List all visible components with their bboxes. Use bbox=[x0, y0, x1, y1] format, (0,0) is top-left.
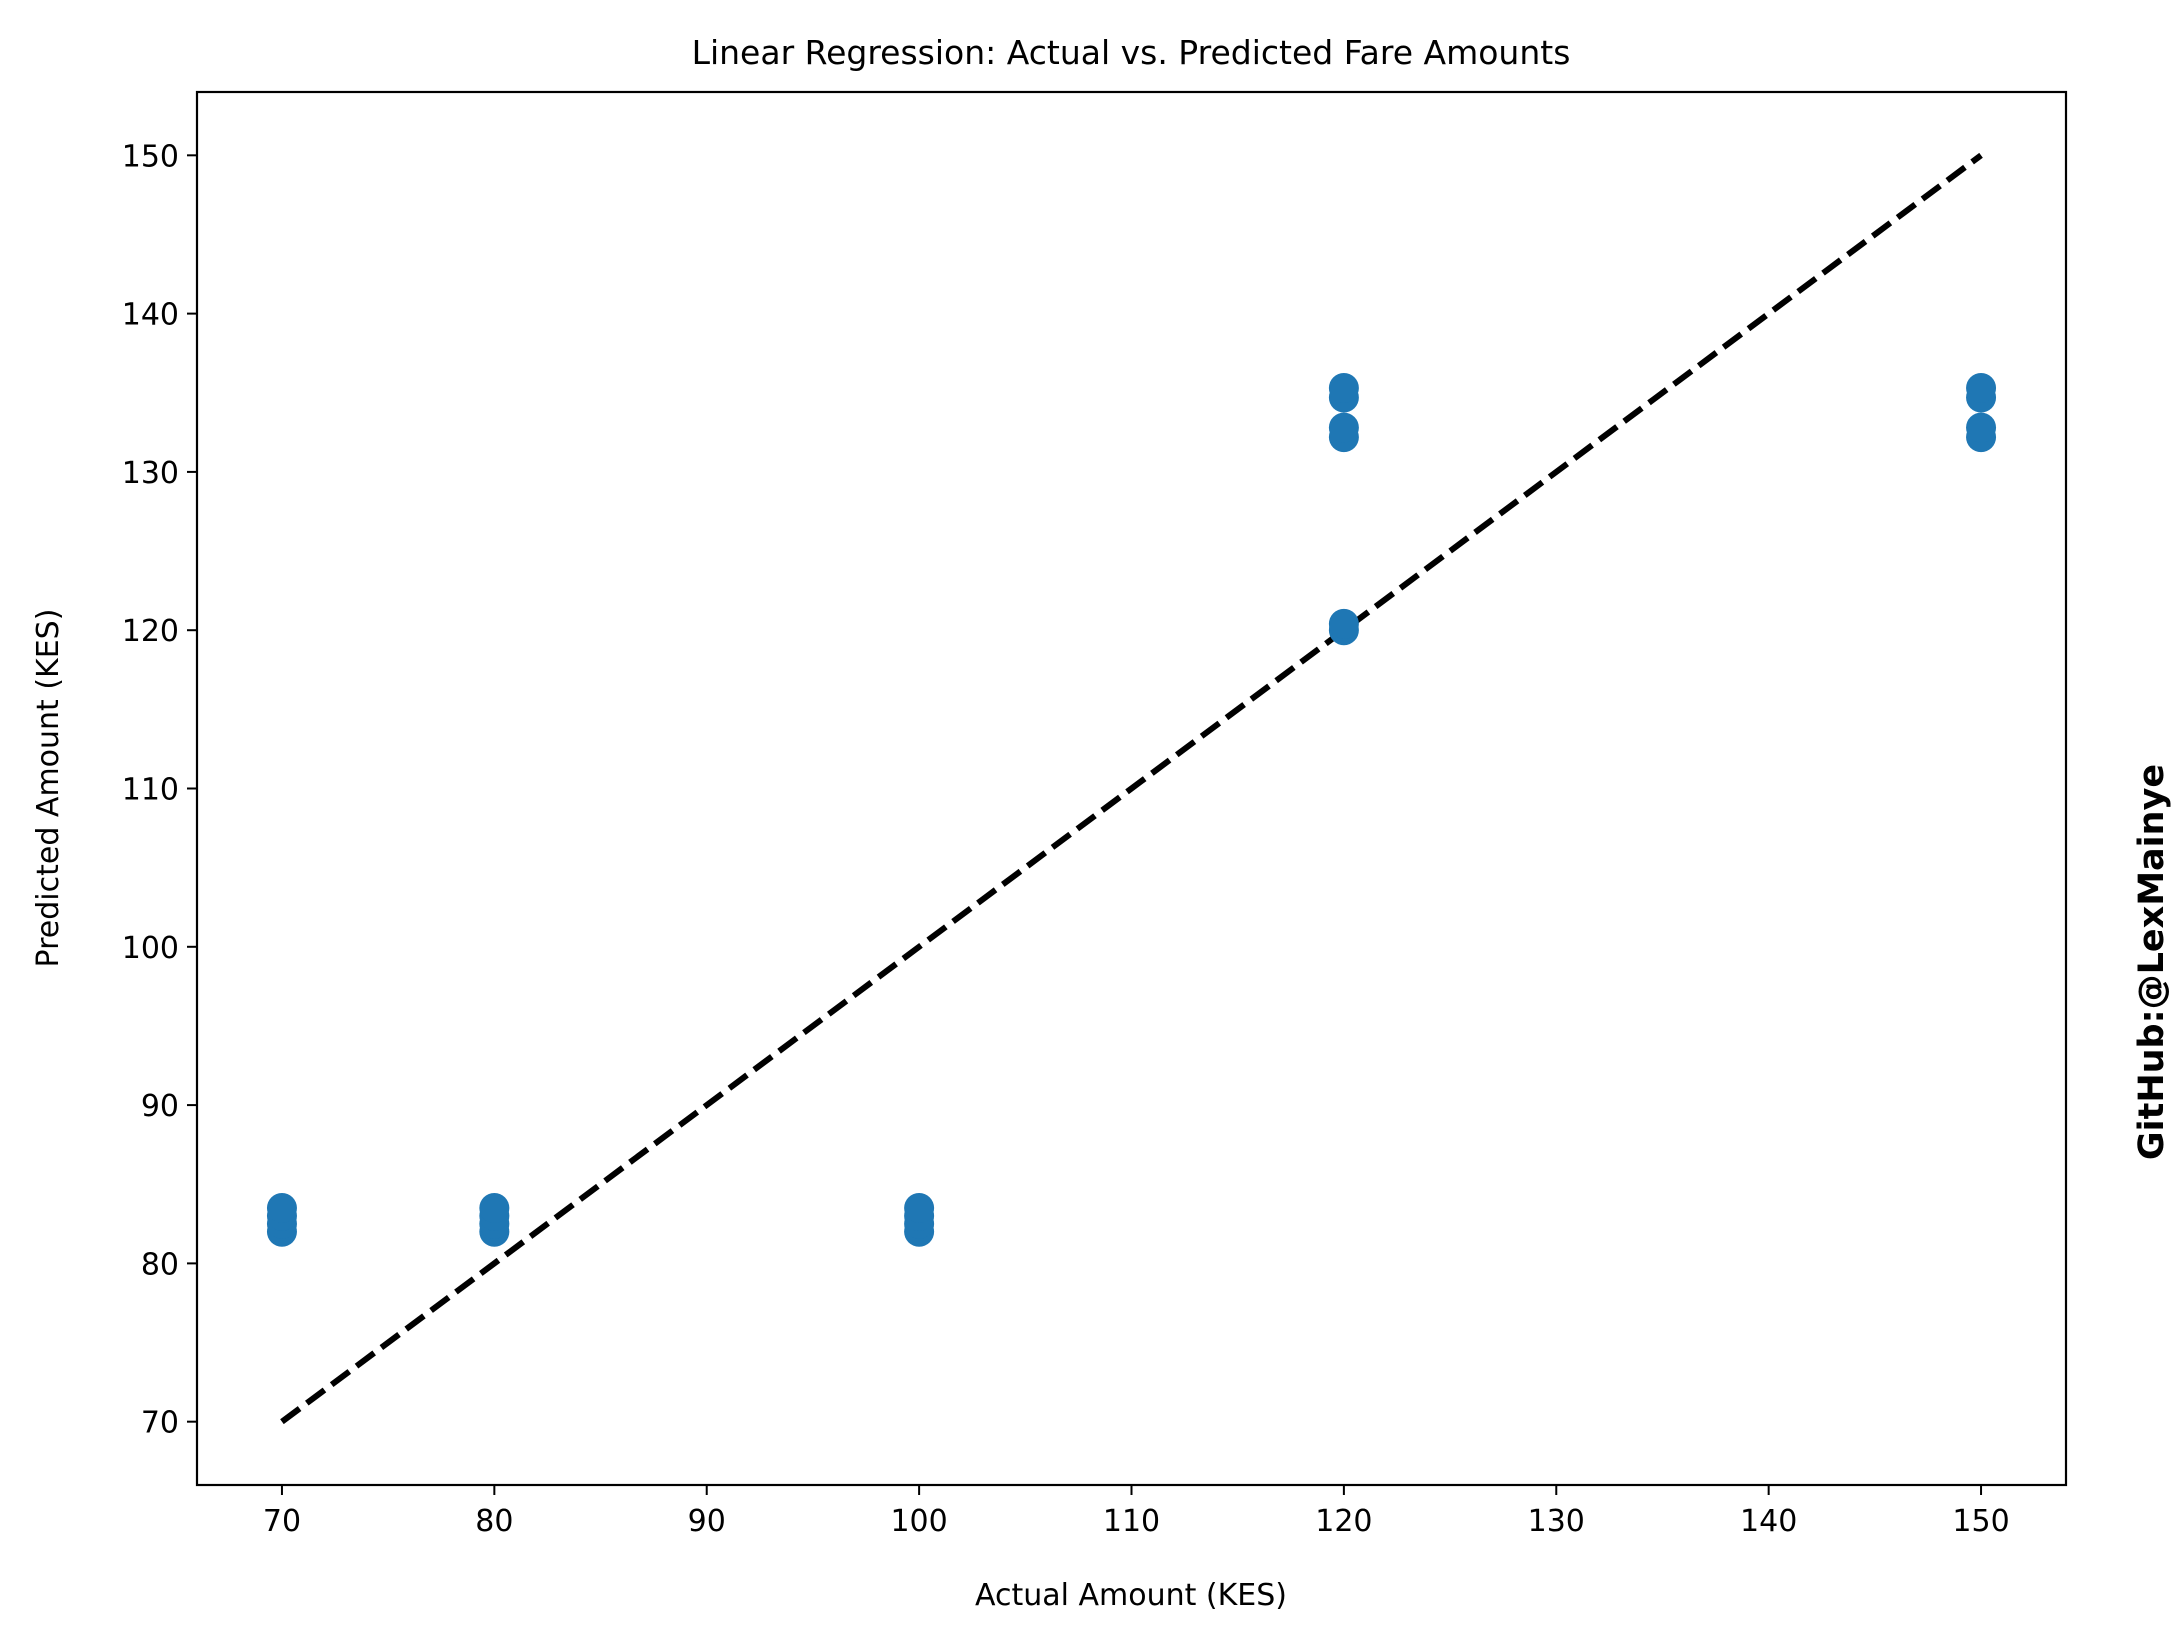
y-axis-label: Predicted Amount (KES) bbox=[31, 609, 66, 968]
y-tick-label: 90 bbox=[141, 1089, 179, 1124]
data-point bbox=[1328, 608, 1359, 639]
x-tick-label: 70 bbox=[263, 1504, 301, 1539]
x-tick-label: 90 bbox=[688, 1504, 726, 1539]
x-tick-label: 120 bbox=[1315, 1504, 1372, 1539]
reference-line-group bbox=[280, 152, 1983, 1425]
reference-line bbox=[280, 152, 1983, 1425]
data-point bbox=[479, 1192, 510, 1223]
x-tick-label: 110 bbox=[1103, 1504, 1160, 1539]
data-points bbox=[266, 373, 1997, 1247]
data-point bbox=[1966, 373, 1997, 404]
y-tick-label: 120 bbox=[122, 614, 179, 649]
data-point bbox=[1328, 412, 1359, 443]
y-tick-label: 130 bbox=[122, 456, 179, 491]
plot-area-frame bbox=[195, 90, 2068, 1487]
axis-ticks: 70 80 90 100 110 120 130 140 150 70 80 90 100 110 120 1… bbox=[122, 139, 2010, 1539]
x-tick-label: 80 bbox=[475, 1504, 513, 1539]
y-tick-label: 70 bbox=[141, 1406, 179, 1441]
x-tick-label: 130 bbox=[1528, 1504, 1585, 1539]
y-tick-label: 110 bbox=[122, 773, 179, 808]
chart-title: Linear Regression: Actual vs. Predicted … bbox=[692, 33, 1571, 72]
y-tick-label: 140 bbox=[122, 298, 179, 333]
data-point bbox=[1966, 412, 1997, 443]
data-point bbox=[1328, 373, 1359, 404]
data-point bbox=[904, 1192, 935, 1223]
x-tick-label: 140 bbox=[1740, 1504, 1797, 1539]
y-tick-label: 100 bbox=[122, 931, 179, 966]
y-tick-label: 150 bbox=[122, 139, 179, 174]
watermark-text: GitHub:@LexMainye bbox=[2132, 764, 2172, 1160]
data-point bbox=[266, 1192, 297, 1223]
y-tick-label: 80 bbox=[141, 1247, 179, 1282]
x-tick-label: 100 bbox=[890, 1504, 947, 1539]
x-axis-label: Actual Amount (KES) bbox=[975, 1578, 1287, 1613]
x-tick-label: 150 bbox=[1952, 1504, 2009, 1539]
